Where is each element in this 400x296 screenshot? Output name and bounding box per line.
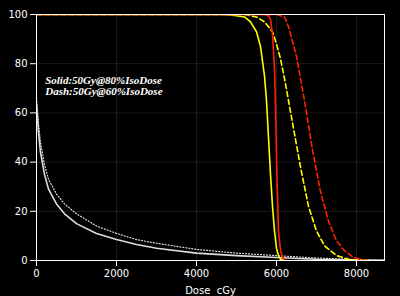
svg-text:20: 20 [15,206,28,217]
svg-text:80: 80 [15,58,28,69]
svg-text:100: 100 [8,9,27,20]
svg-text:40: 40 [15,156,28,167]
svg-text:Dose cGy: Dose cGy [185,285,236,296]
svg-text:0: 0 [21,255,27,266]
svg-text:8000: 8000 [344,268,369,279]
svg-text:Solid:50Gy@80%IsoDoseDash:50Gy: Solid:50Gy@80%IsoDoseDash:50Gy@60%IsoDos… [44,74,162,97]
svg-text:4000: 4000 [184,268,209,279]
svg-text:0: 0 [33,268,39,279]
svg-text:6000: 6000 [264,268,289,279]
svg-text:2000: 2000 [104,268,129,279]
svg-text:60: 60 [15,107,28,118]
